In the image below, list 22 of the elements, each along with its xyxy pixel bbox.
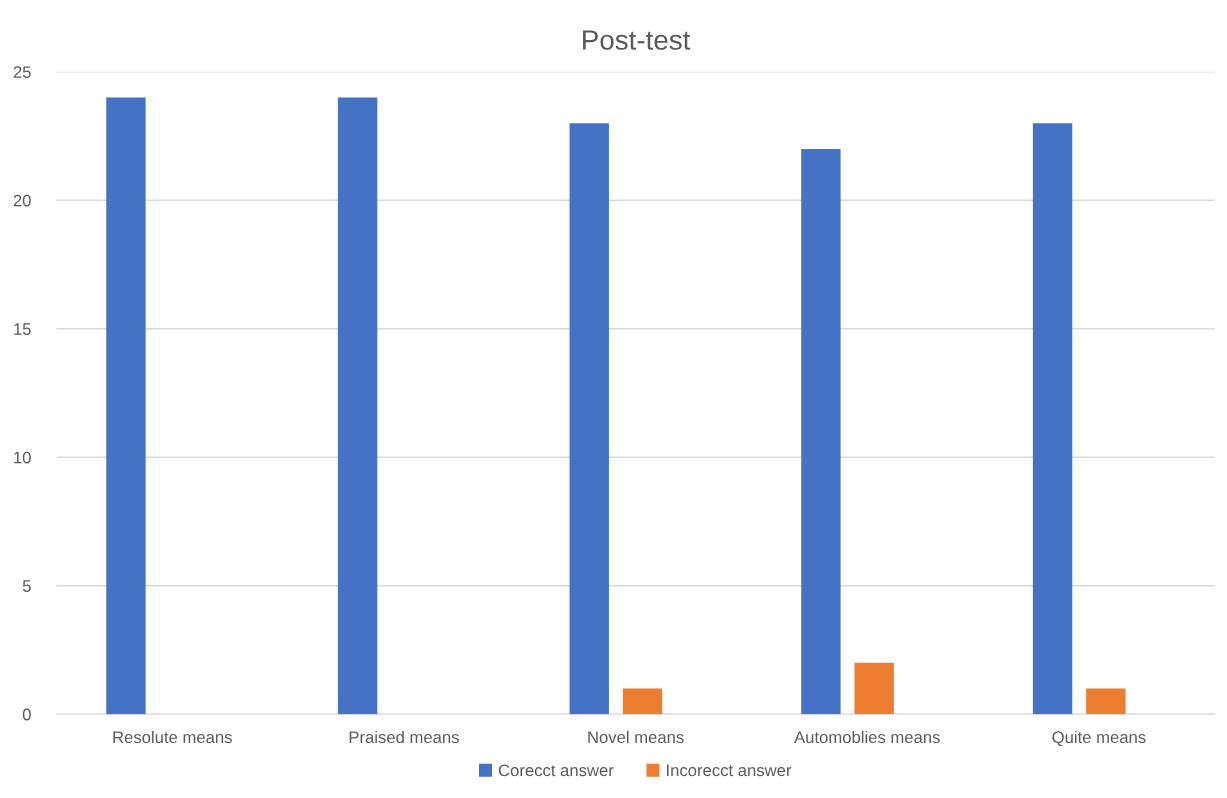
bar <box>854 662 894 715</box>
x-tick-label: Novel means <box>588 730 684 744</box>
y-tick-label: 15 <box>14 323 31 335</box>
x-tick-label: Quite means <box>1052 730 1146 747</box>
bar <box>337 97 378 715</box>
legend-label: Corecct answer <box>498 764 614 777</box>
chart-title: Post-test <box>583 30 691 50</box>
y-tick-label: 0 <box>22 708 31 721</box>
y-tick-label: 20 <box>13 194 31 207</box>
y-tick-label: 5 <box>22 580 31 592</box>
bar <box>569 123 609 715</box>
x-tick-label: Resolute means <box>113 730 232 744</box>
bar <box>622 688 663 715</box>
x-tick-label: Automoblies means <box>794 730 940 744</box>
bar <box>1086 688 1126 715</box>
x-tick-label: Praised means <box>349 730 459 744</box>
bar <box>1032 123 1073 715</box>
y-tick-label: 10 <box>14 451 31 464</box>
bar <box>801 148 841 715</box>
legend-label: Incorecct answer <box>667 764 792 777</box>
y-tick-label: 25 <box>13 66 31 79</box>
bar <box>106 97 146 715</box>
